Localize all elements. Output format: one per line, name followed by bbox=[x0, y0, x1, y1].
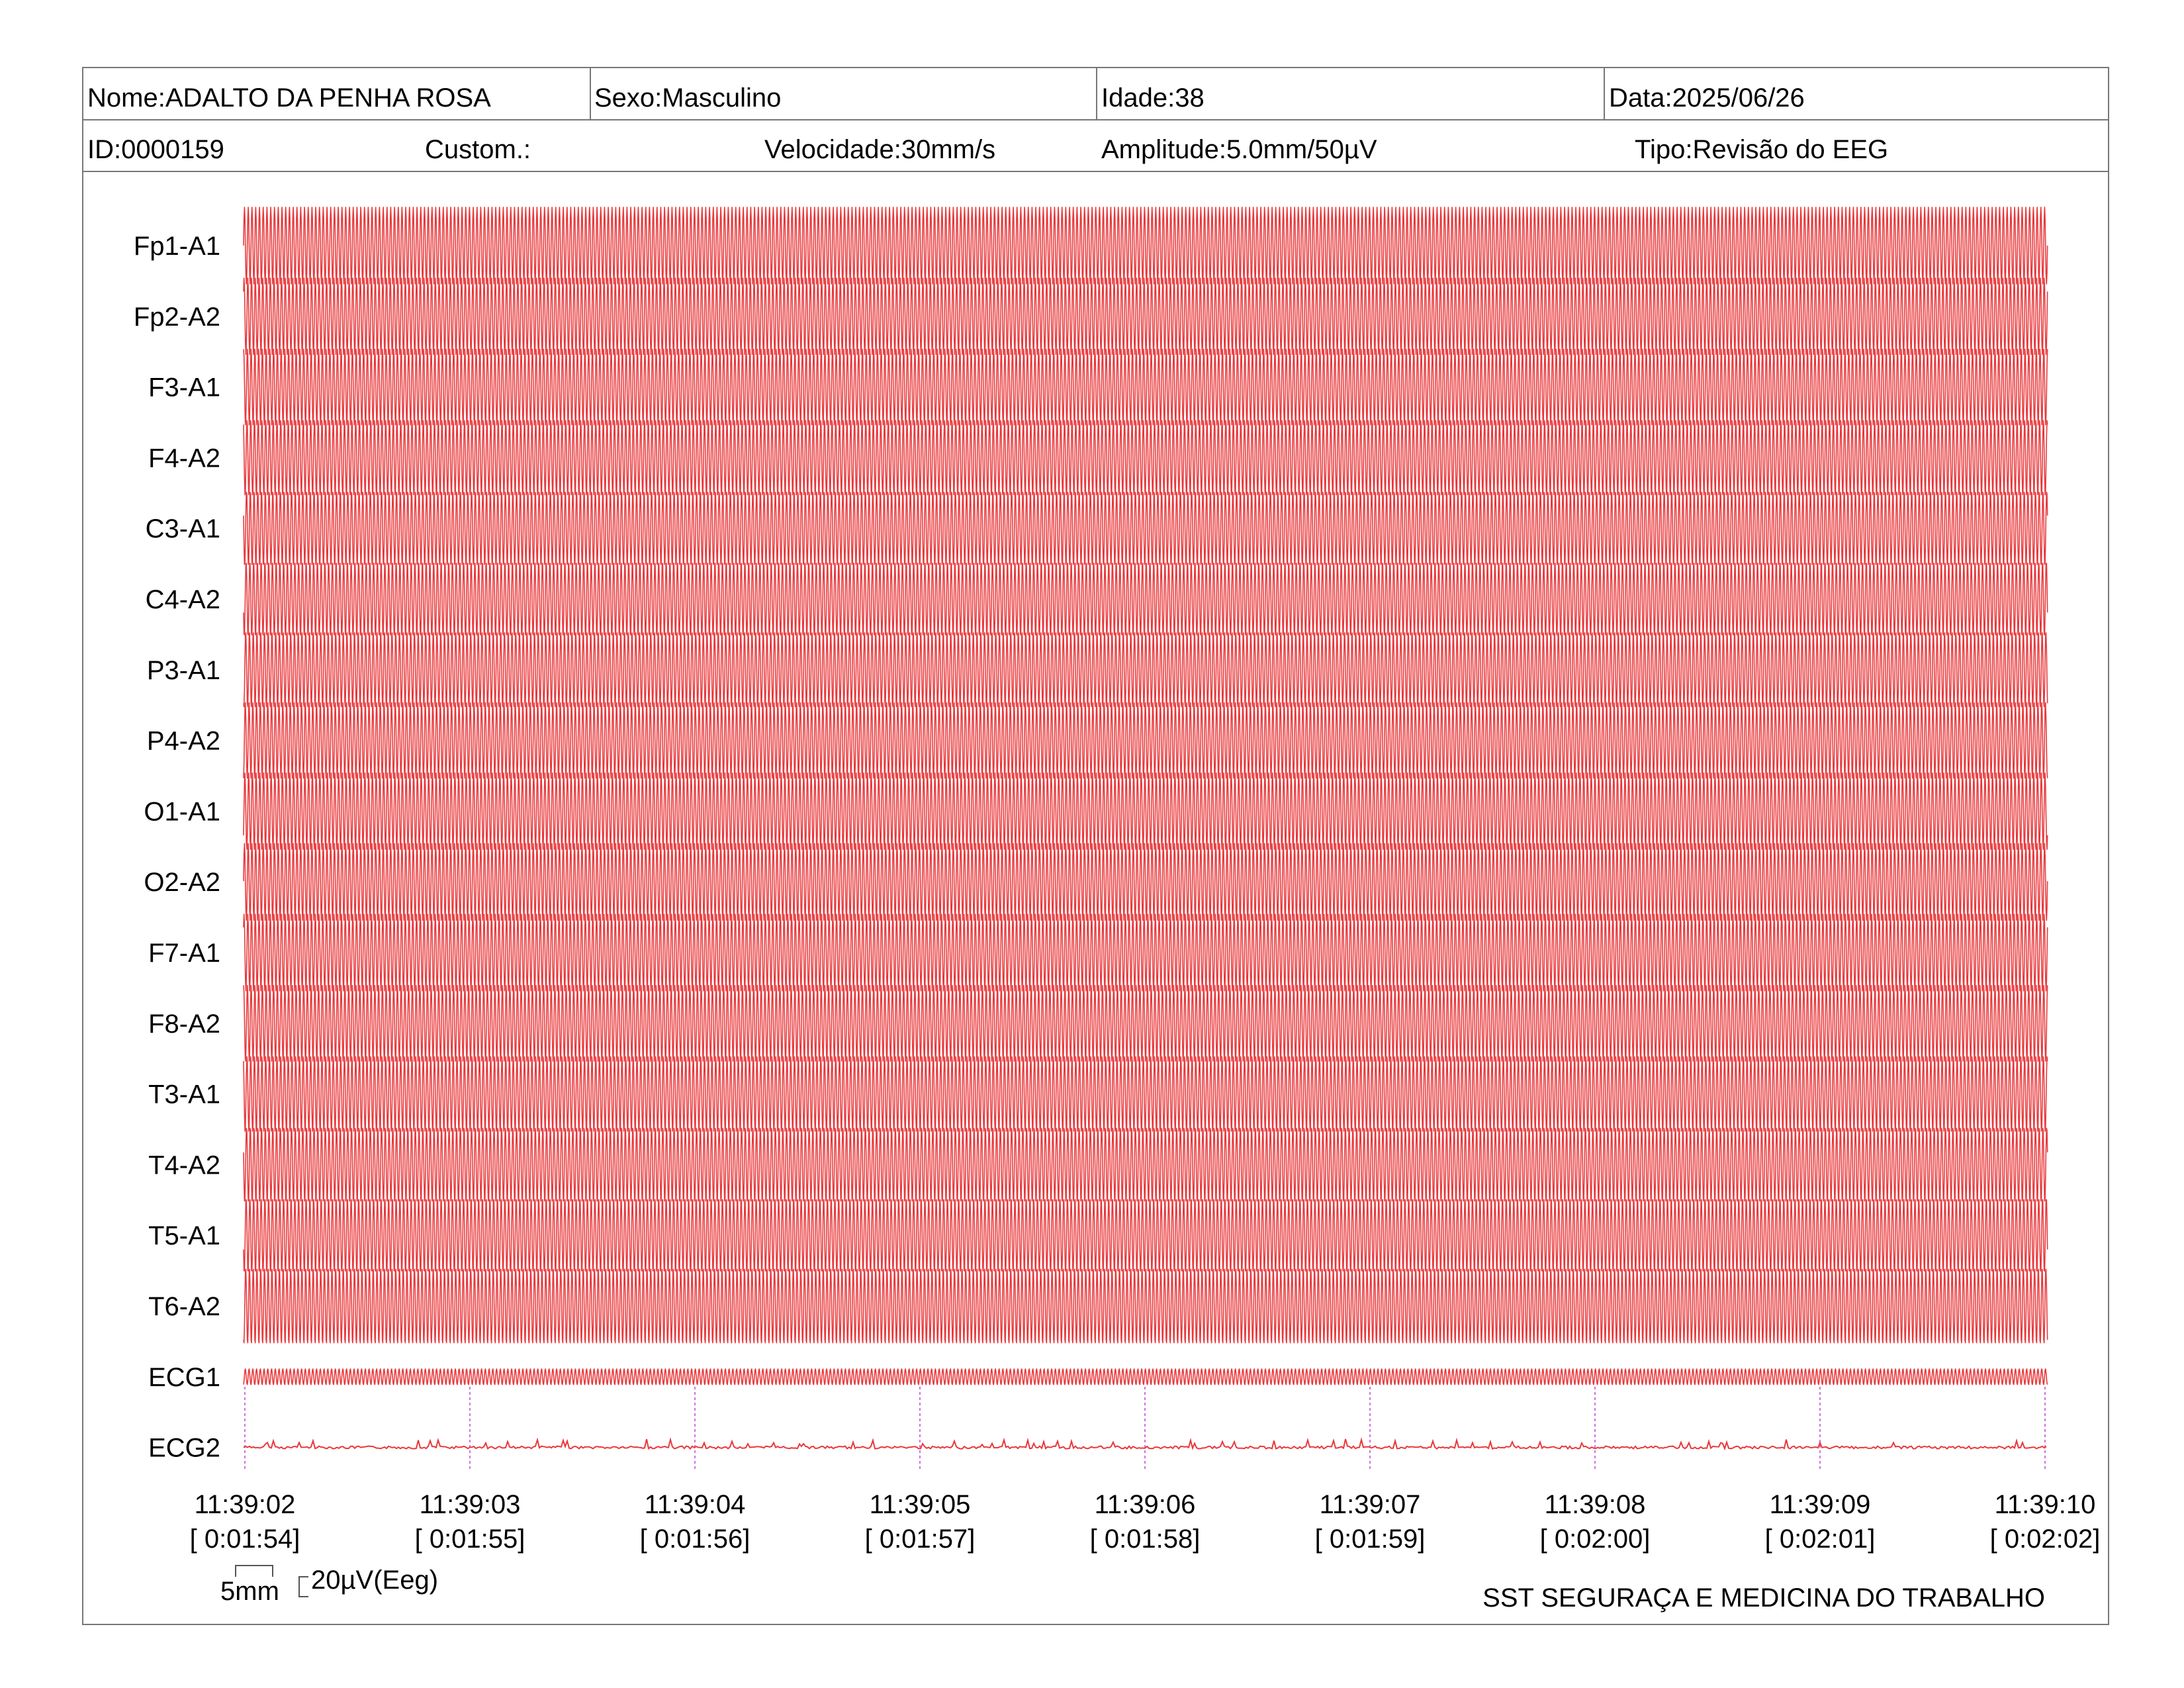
scale-amplitude-label: 20µV(Eeg) bbox=[311, 1566, 439, 1595]
report-frame bbox=[82, 67, 2109, 1625]
channel-trace-t4-a2 bbox=[243, 1127, 2048, 1202]
channel-trace-p3-a1 bbox=[243, 632, 2048, 708]
exam-date: Data:2025/06/26 bbox=[1609, 83, 1805, 113]
time-tick-label: 11:39:02 bbox=[195, 1490, 296, 1519]
scale-time-bracket bbox=[235, 1565, 273, 1577]
header-col-divider bbox=[590, 67, 591, 120]
channel-label: C3-A1 bbox=[146, 514, 220, 543]
channel-label: ECG2 bbox=[148, 1434, 220, 1463]
patient-sex: Sexo:Masculino bbox=[594, 83, 782, 113]
channel-label: T5-A1 bbox=[148, 1221, 220, 1250]
channel-trace-fp1-a1 bbox=[243, 207, 2048, 285]
channel-trace-o2-a2 bbox=[243, 843, 2048, 921]
channel-label: F7-A1 bbox=[148, 939, 220, 968]
scale-time-label: 5mm bbox=[220, 1577, 279, 1606]
scale-amplitude-bracket bbox=[298, 1576, 308, 1597]
channel-trace-f7-a1 bbox=[243, 914, 2048, 992]
channel-label: F8-A2 bbox=[148, 1009, 220, 1039]
channel-trace-f3-a1 bbox=[243, 348, 2048, 426]
header-col-divider bbox=[1096, 67, 1097, 120]
elapsed-tick-label: [ 0:01:58] bbox=[1090, 1524, 1201, 1554]
amplitude-field: Amplitude:5.0mm/50µV bbox=[1101, 135, 1377, 164]
elapsed-tick-label: [ 0:01:57] bbox=[865, 1524, 976, 1554]
time-tick-label: 11:39:10 bbox=[1995, 1490, 2096, 1519]
clinic-footer: SST SEGURAÇA E MEDICINA DO TRABALHO bbox=[1482, 1583, 2045, 1613]
time-tick-label: 11:39:08 bbox=[1545, 1490, 1646, 1519]
elapsed-tick-label: [ 0:01:54] bbox=[190, 1524, 300, 1554]
time-tick-label: 11:39:09 bbox=[1770, 1490, 1871, 1519]
time-tick-label: 11:39:07 bbox=[1320, 1490, 1421, 1519]
elapsed-tick-label: [ 0:01:56] bbox=[640, 1524, 751, 1554]
channel-trace-f8-a2 bbox=[243, 984, 2048, 1062]
channel-trace-o1-a1 bbox=[243, 772, 2048, 850]
patient-name: Nome:ADALTO DA PENHA ROSA bbox=[87, 83, 491, 113]
channel-label: Fp2-A2 bbox=[134, 303, 220, 332]
header-bottom-divider bbox=[82, 171, 2109, 172]
elapsed-tick-label: [ 0:02:00] bbox=[1540, 1524, 1651, 1554]
elapsed-tick-label: [ 0:02:01] bbox=[1765, 1524, 1876, 1554]
header-col-divider bbox=[1604, 67, 1605, 120]
channel-label: T3-A1 bbox=[148, 1080, 220, 1109]
patient-id: ID:0000159 bbox=[87, 135, 224, 164]
elapsed-tick-label: [ 0:01:55] bbox=[415, 1524, 525, 1554]
elapsed-tick-label: [ 0:02:02] bbox=[1990, 1524, 2101, 1554]
elapsed-tick-label: [ 0:01:59] bbox=[1315, 1524, 1426, 1554]
channel-trace-t5-a1 bbox=[243, 1199, 2048, 1272]
speed-field: Velocidade:30mm/s bbox=[764, 135, 996, 164]
time-tick-label: 11:39:04 bbox=[645, 1490, 746, 1519]
channel-trace-fp2-a2 bbox=[243, 277, 2048, 355]
channel-label: O1-A1 bbox=[144, 797, 220, 826]
time-tick-label: 11:39:06 bbox=[1095, 1490, 1196, 1519]
patient-age: Idade:38 bbox=[1101, 83, 1205, 113]
header-divider bbox=[82, 119, 2109, 120]
channel-trace-ecg1 bbox=[243, 1368, 2048, 1385]
channel-label: P3-A1 bbox=[147, 656, 220, 685]
channel-trace-ecg2 bbox=[243, 1437, 2047, 1451]
channel-label: P4-A2 bbox=[147, 727, 220, 756]
channel-label: O2-A2 bbox=[144, 868, 220, 897]
channel-label: F4-A2 bbox=[148, 444, 220, 473]
channel-label: Fp1-A1 bbox=[134, 232, 220, 261]
custom-field: Custom.: bbox=[425, 135, 531, 164]
channel-label: C4-A2 bbox=[146, 585, 220, 614]
channel-label: T6-A2 bbox=[148, 1292, 220, 1321]
time-tick-label: 11:39:05 bbox=[870, 1490, 971, 1519]
channel-trace-p4-a2 bbox=[243, 702, 2048, 779]
channel-trace-t6-a2 bbox=[243, 1268, 2048, 1344]
channel-trace-f4-a2 bbox=[243, 420, 2048, 496]
channel-trace-c4-a2 bbox=[243, 562, 2048, 636]
time-tick-label: 11:39:03 bbox=[420, 1490, 521, 1519]
channel-trace-t3-a1 bbox=[243, 1056, 2048, 1132]
exam-type: Tipo:Revisão do EEG bbox=[1635, 135, 1889, 164]
channel-label: T4-A2 bbox=[148, 1150, 220, 1180]
channel-trace-c3-a1 bbox=[243, 491, 2048, 565]
channel-label: F3-A1 bbox=[148, 373, 220, 402]
channel-label: ECG1 bbox=[148, 1363, 220, 1392]
